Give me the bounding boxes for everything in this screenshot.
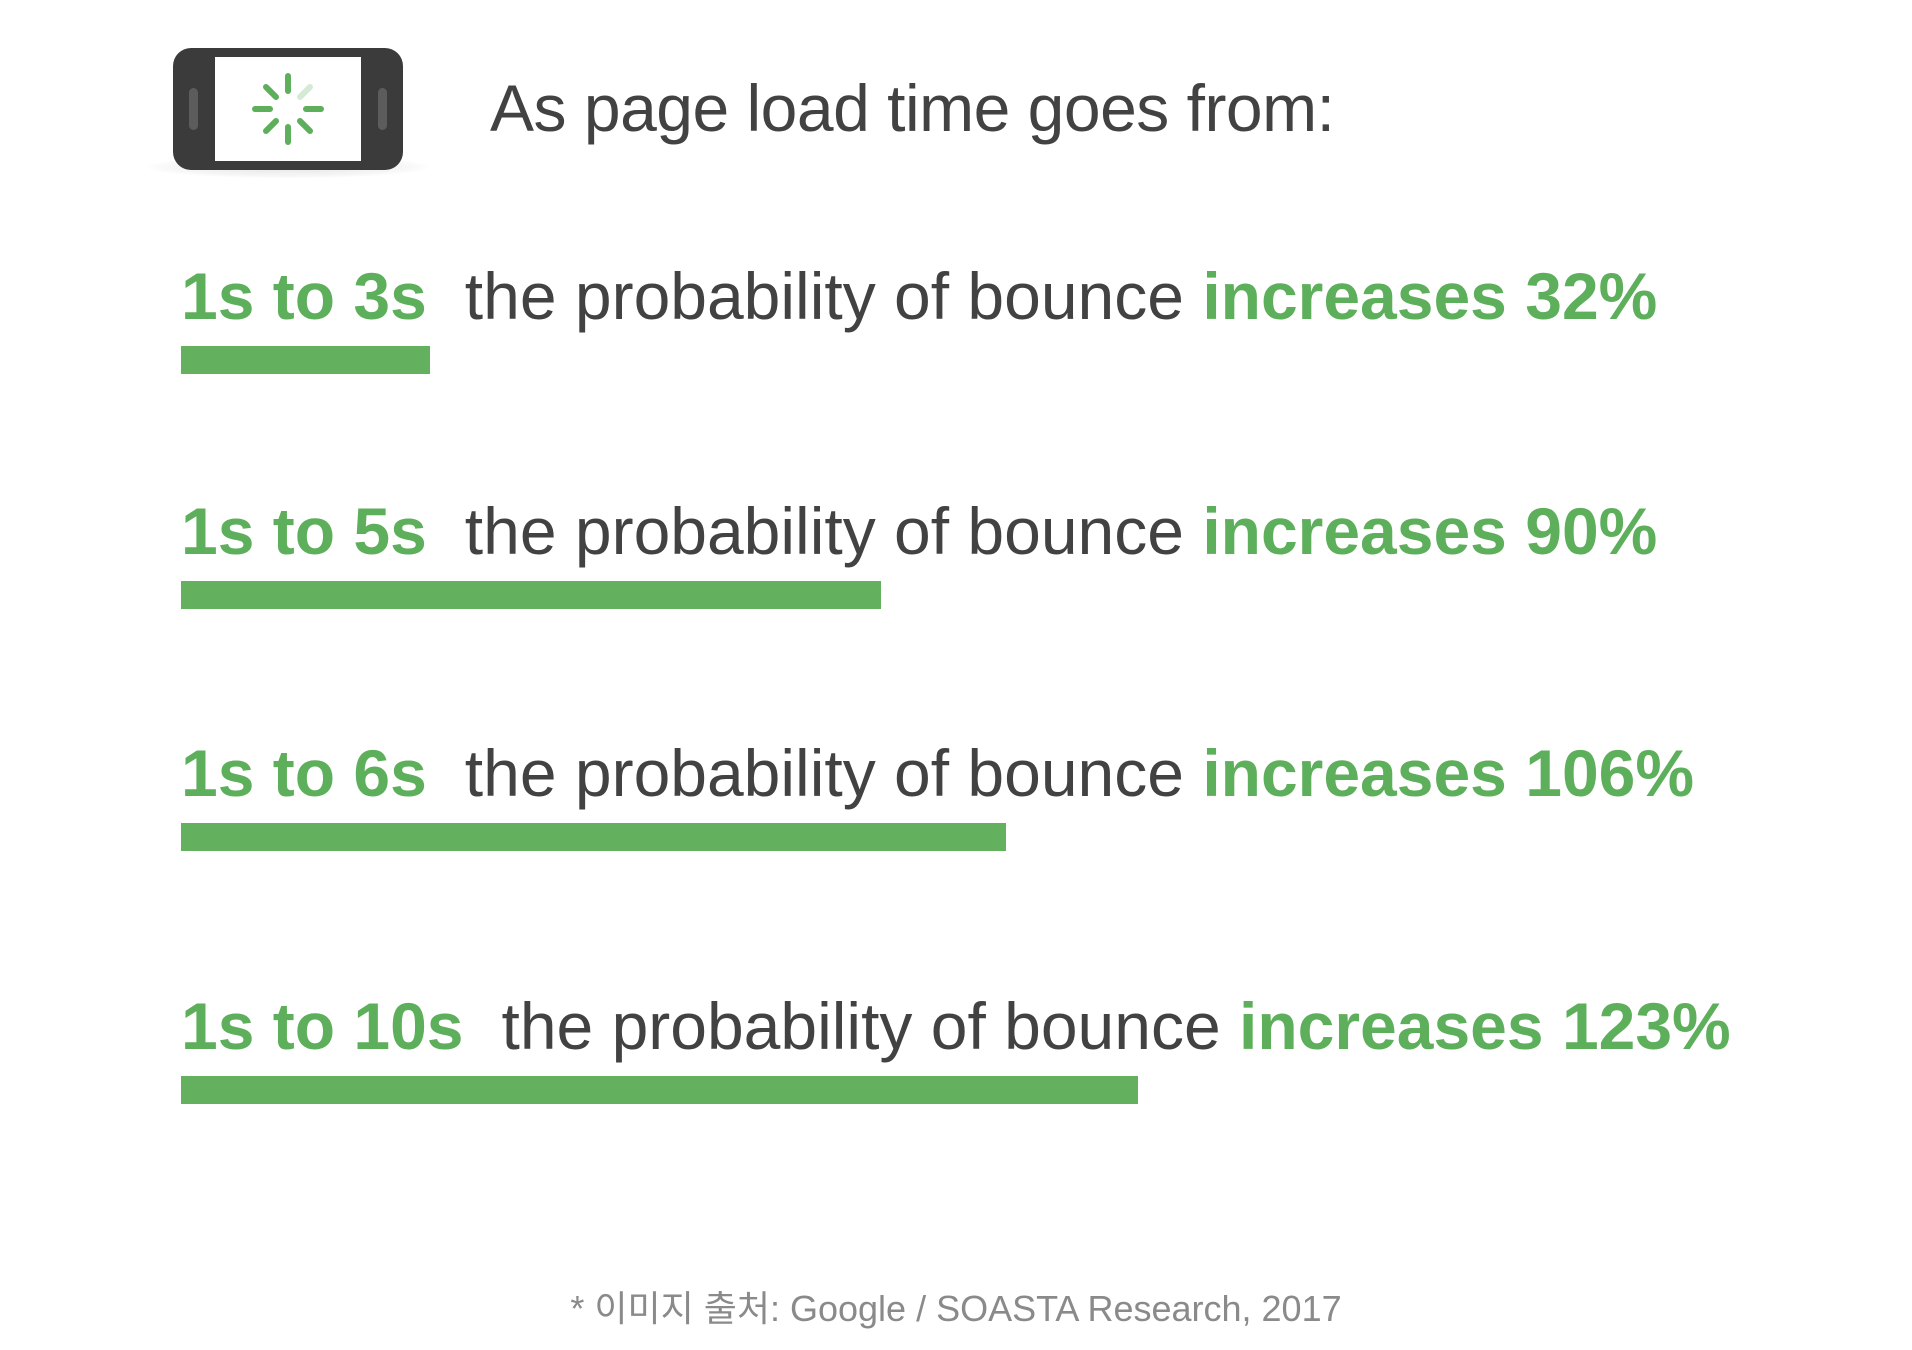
increases-word: increases (1239, 989, 1544, 1063)
stat-row: 1s to 3s the probability of bounce increa… (181, 258, 1781, 378)
stat-row: 1s to 10s the probability of bounce incre… (181, 988, 1781, 1108)
load-time-range-label: 1s to 3s (181, 259, 427, 333)
increases-word: increases (1202, 736, 1507, 810)
bar-track (181, 1076, 1181, 1104)
stat-line: 1s to 10s the probability of bounce incre… (181, 988, 1731, 1064)
bounce-phrase: the probability of bounce (501, 989, 1221, 1063)
load-time-range-label: 1s to 5s (181, 494, 427, 568)
phone-body (173, 48, 403, 170)
bar-track (181, 581, 1181, 609)
bounce-increase-value: 32% (1525, 259, 1658, 333)
bounce-phrase: the probability of bounce (464, 494, 1184, 568)
bounce-phrase: the probability of bounce (464, 736, 1184, 810)
phone-screen (215, 57, 361, 161)
load-time-range-label: 1s to 10s (181, 989, 464, 1063)
stat-line: 1s to 3s the probability of bounce increa… (181, 258, 1657, 334)
stat-line: 1s to 5s the probability of bounce increa… (181, 493, 1657, 569)
stat-line: 1s to 6s the probability of bounce increa… (181, 735, 1694, 811)
phone-loading-spinner-icon (148, 48, 428, 178)
phone-side-button-right (378, 88, 387, 130)
bounce-increase-bar (181, 346, 430, 374)
bar-track (181, 346, 1181, 374)
bounce-increase-value: 123% (1561, 989, 1731, 1063)
bounce-increase-bar (181, 823, 1006, 851)
bounce-increase-value: 90% (1525, 494, 1658, 568)
bounce-phrase: the probability of bounce (464, 259, 1184, 333)
loading-spinner-icon (252, 73, 324, 145)
page-title: As page load time goes from: (490, 71, 1335, 145)
stat-row: 1s to 5s the probability of bounce increa… (181, 493, 1781, 613)
phone-side-button-left (189, 88, 198, 130)
source-caption: * 이미지 출처: Google / SOASTA Research, 2017 (570, 1288, 1342, 1329)
bar-track (181, 823, 1181, 851)
load-time-range-label: 1s to 6s (181, 736, 427, 810)
bounce-increase-bar (181, 581, 881, 609)
increases-word: increases (1202, 259, 1507, 333)
bounce-increase-value: 106% (1525, 736, 1695, 810)
bounce-increase-bar (181, 1076, 1138, 1104)
stat-row: 1s to 6s the probability of bounce increa… (181, 735, 1781, 855)
increases-word: increases (1202, 494, 1507, 568)
